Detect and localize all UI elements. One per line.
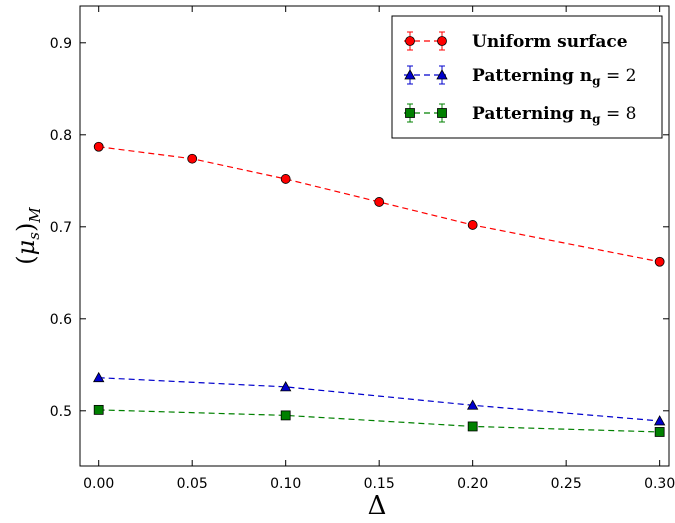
x-axis-label: Δ <box>368 491 387 521</box>
data-point <box>466 399 479 410</box>
y-tick-label: 0.7 <box>50 220 72 236</box>
data-point <box>93 404 104 415</box>
svg-text:(μs)M: (μs)M <box>12 207 44 265</box>
data-point <box>280 174 291 184</box>
legend-label: Patterning ng = 2 <box>472 66 636 88</box>
x-axis-ticks: 0.00 0.05 0.10 0.15 0.20 0.25 0.30 <box>83 6 675 492</box>
legend-marker <box>436 69 448 80</box>
legend-marker <box>437 108 447 118</box>
x-tick-label: 0.20 <box>457 476 488 492</box>
data-point <box>467 220 478 230</box>
x-tick-label: 0.05 <box>177 476 208 492</box>
y-axis-label-open-paren: ( <box>12 255 40 264</box>
data-point <box>654 256 665 267</box>
y-tick-label: 0.6 <box>50 312 72 328</box>
legend: Uniform surface Patterning ng = 2 Patterni… <box>391 15 663 139</box>
data-point <box>467 421 478 432</box>
x-tick-label: 0.25 <box>551 476 582 492</box>
data-point <box>187 153 198 164</box>
legend-marker <box>405 108 415 118</box>
y-tick-label: 0.8 <box>50 128 72 144</box>
series-1 <box>93 141 665 267</box>
data-point <box>93 371 105 383</box>
series-line <box>98 377 660 422</box>
data-point <box>280 410 291 421</box>
data-point <box>654 427 665 437</box>
series-line <box>98 409 660 433</box>
legend-marker <box>437 36 447 46</box>
data-point <box>653 415 666 426</box>
series-layer <box>93 141 666 437</box>
y-axis-label-sub-s: s <box>25 232 43 240</box>
series-2 <box>93 371 666 426</box>
data-point <box>374 197 385 207</box>
y-axis-label-sub-m: M <box>26 207 44 224</box>
y-tick-label: 0.9 <box>50 36 72 52</box>
y-axis-label: (μs)M <box>12 207 44 265</box>
legend-box <box>391 15 663 139</box>
x-tick-label: 0.15 <box>364 476 395 492</box>
legend-marker <box>405 36 415 46</box>
legend-entry-3: Patterning ng = 8 <box>404 103 636 126</box>
x-tick-label: 0.00 <box>83 476 114 492</box>
y-tick-label: 0.5 <box>50 404 72 420</box>
y-axis-ticks: 0.5 0.6 0.7 0.8 0.9 <box>50 36 669 420</box>
legend-entry-1: Uniform surface <box>404 31 628 52</box>
legend-entries: Uniform surface Patterning ng = 2 Patterni… <box>404 31 636 126</box>
legend-label: Uniform surface <box>472 32 628 52</box>
legend-entry-2: Patterning ng = 2 <box>404 65 636 88</box>
data-point <box>280 381 292 392</box>
x-tick-label: 0.30 <box>644 476 675 492</box>
x-tick-label: 0.10 <box>270 476 301 492</box>
data-point <box>93 141 104 152</box>
y-axis-label-close-paren: ) <box>12 223 40 232</box>
series-line <box>98 146 660 263</box>
series-3 <box>93 404 665 437</box>
legend-label: Patterning ng = 8 <box>472 104 636 126</box>
legend-marker <box>404 69 416 80</box>
y-axis-label-mu: μ <box>12 240 40 256</box>
